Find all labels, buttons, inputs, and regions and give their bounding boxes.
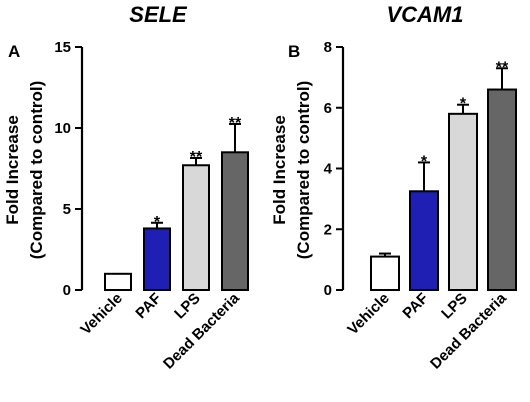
- x-category-label: Vehicle: [77, 290, 126, 339]
- bar-vehicle: [104, 272, 132, 291]
- y-axis-label-line1: Fold Increase: [3, 115, 22, 225]
- y-tick-label: 0: [324, 282, 332, 299]
- bar-lps: [448, 112, 478, 291]
- y-tick-label: 15: [54, 39, 71, 56]
- y-tick-label: 6: [324, 100, 332, 117]
- chart-panel-b: VCAM1 B Fold Increase (Compared to control)…: [270, 2, 517, 373]
- significance-marker: **: [190, 149, 203, 166]
- significance-marker: *: [421, 153, 428, 170]
- y-tick-label: 0: [63, 282, 71, 299]
- x-category-label: PAF: [399, 290, 431, 322]
- bar-dead-bacteria: [221, 151, 249, 291]
- panel-letter: A: [8, 42, 20, 61]
- bar-paf: [409, 190, 439, 291]
- bar-paf: [143, 227, 171, 292]
- y-tick-label: 8: [324, 39, 332, 56]
- significance-marker: *: [154, 214, 161, 231]
- chart-title: SELE: [129, 2, 188, 27]
- y-tick-label: 4: [324, 161, 333, 178]
- panel-letter: B: [288, 42, 300, 61]
- y-axis-label-line1: Fold Increase: [270, 115, 289, 225]
- chart-panel-a: SELE A Fold Increase (Compared to control) 0…: [3, 2, 249, 373]
- bar-lps: [182, 164, 210, 291]
- y-axis-label-line2: (Compared to control): [27, 81, 46, 260]
- x-category-label: LPS: [171, 290, 204, 323]
- y-tick-label: 2: [324, 221, 332, 238]
- x-category-label: PAF: [132, 290, 164, 322]
- y-tick-label: 5: [63, 201, 71, 218]
- chart-title: VCAM1: [386, 2, 463, 27]
- y-tick-label: 10: [54, 120, 71, 137]
- bar-dead-bacteria: [487, 88, 517, 292]
- significance-marker: **: [229, 115, 242, 132]
- significance-marker: *: [460, 96, 467, 113]
- bar-vehicle: [370, 255, 400, 291]
- y-axis-label-line2: (Compared to control): [294, 81, 313, 260]
- significance-marker: **: [496, 59, 509, 76]
- x-category-label: LPS: [438, 290, 471, 323]
- x-category-label: Vehicle: [344, 290, 393, 339]
